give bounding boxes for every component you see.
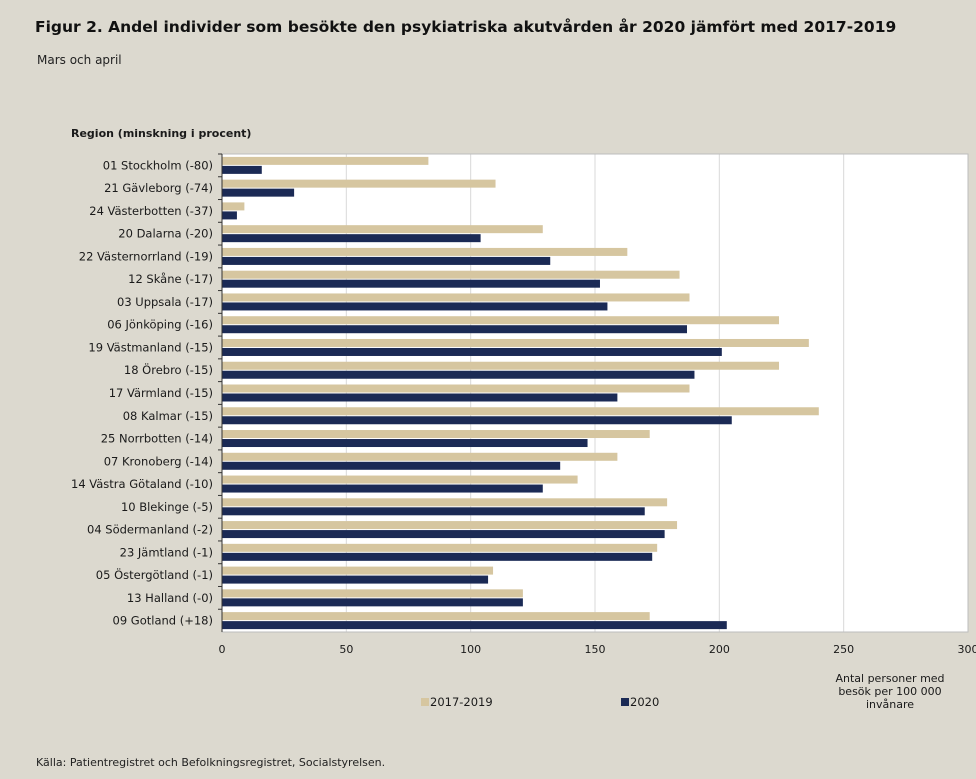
bar-current-year [222, 416, 732, 425]
category-label: 24 Västerbotten (-37) [89, 204, 213, 218]
x-tick-label: 50 [339, 643, 353, 656]
legend-swatch [621, 698, 629, 706]
bar-base-period [222, 202, 245, 211]
bar-current-year [222, 211, 237, 220]
legend: 2017-2019 2020 [421, 695, 659, 709]
bar-base-period [222, 156, 429, 165]
bar-base-period [222, 384, 690, 393]
bar-base-period [222, 361, 780, 370]
bar-base-period [222, 293, 690, 302]
chart-subtitle: Mars och april [37, 53, 122, 67]
category-label: 19 Västmanland (-15) [88, 340, 213, 354]
category-label: 08 Kalmar (-15) [123, 409, 213, 423]
category-label: 20 Dalarna (-20) [118, 227, 213, 241]
bar-base-period [222, 179, 496, 188]
category-label: 12 Skåne (-17) [128, 272, 213, 286]
bar-current-year [222, 507, 645, 516]
bar-base-period [222, 589, 523, 598]
legend-label: 2017-2019 [430, 695, 493, 709]
chart-title: Figur 2. Andel individer som besökte den… [35, 18, 897, 36]
x-tick-label: 250 [833, 643, 854, 656]
category-label: 06 Jönköping (-16) [107, 318, 213, 332]
category-label: 18 Örebro (-15) [124, 361, 213, 377]
bar-current-year [222, 234, 481, 243]
bar-current-year [222, 575, 489, 584]
bars [222, 156, 819, 630]
x-axis-title-line: invånare [866, 698, 914, 711]
bar-base-period [222, 566, 494, 575]
bar-current-year [222, 461, 561, 470]
bar-current-year [222, 256, 551, 265]
bar-base-period [222, 407, 819, 416]
bar-base-period [222, 316, 780, 325]
category-label: 14 Västra Götaland (-10) [71, 477, 213, 491]
bar-current-year [222, 370, 695, 379]
bar-base-period [222, 475, 578, 484]
bar-current-year [222, 279, 600, 288]
bar-current-year [222, 530, 665, 539]
source-note: Källa: Patientregistret och Befolkningsr… [36, 756, 386, 769]
x-tick-label: 200 [709, 643, 730, 656]
category-label: 03 Uppsala (-17) [117, 295, 213, 309]
bar-base-period [222, 612, 650, 621]
x-tick-label: 0 [219, 643, 226, 656]
category-label: 04 Södermanland (-2) [87, 523, 213, 537]
bar-current-year [222, 598, 523, 607]
bar-base-period [222, 521, 678, 530]
bar-base-period [222, 338, 809, 347]
bar-current-year [222, 621, 727, 630]
category-label: 05 Östergötland (-1) [96, 566, 213, 582]
bar-base-period [222, 225, 543, 234]
category-label: 22 Västernorrland (-19) [79, 249, 213, 263]
category-label: 09 Gotland (+18) [113, 614, 213, 628]
bar-current-year [222, 393, 618, 402]
bar-current-year [222, 439, 588, 448]
category-label: 01 Stockholm (-80) [103, 158, 213, 172]
bar-base-period [222, 270, 680, 279]
bar-current-year [222, 302, 608, 311]
category-label: 17 Värmland (-15) [109, 386, 213, 400]
bar-base-period [222, 543, 658, 552]
y-axis-title: Region (minskning i procent) [71, 127, 251, 140]
x-axis-title-line: besök per 100 000 [838, 685, 941, 698]
category-label: 13 Halland (-0) [127, 591, 213, 605]
bar-current-year [222, 188, 295, 197]
legend-swatch [421, 698, 429, 706]
x-axis-title-line: Antal personer med [835, 672, 944, 685]
category-label: 10 Blekinge (-5) [121, 500, 213, 514]
x-tick-label: 300 [958, 643, 976, 656]
bar-base-period [222, 498, 668, 507]
category-label: 07 Kronoberg (-14) [104, 454, 213, 468]
bar-current-year [222, 552, 653, 561]
bar-base-period [222, 430, 650, 439]
bar-base-period [222, 452, 618, 461]
bar-current-year [222, 165, 262, 174]
category-label: 23 Jämtland (-1) [120, 545, 213, 559]
x-tick-label: 100 [460, 643, 481, 656]
bar-current-year [222, 484, 543, 493]
bar-current-year [222, 325, 688, 334]
bar-current-year [222, 347, 722, 356]
category-label: 21 Gävleborg (-74) [104, 181, 213, 195]
bar-base-period [222, 247, 628, 256]
x-tick-label: 150 [585, 643, 606, 656]
axes: 0 50 100 150 200 250 300 01 Stockholm (-80) 21 G… [71, 153, 976, 656]
legend-label: 2020 [630, 695, 659, 709]
category-label: 25 Norrbotten (-14) [101, 432, 213, 446]
